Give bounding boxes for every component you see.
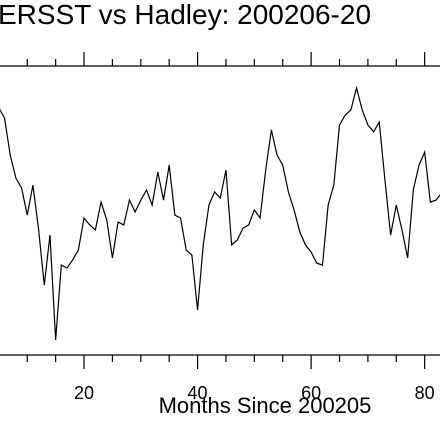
x-axis-label: Months Since 200205 [159, 393, 372, 418]
x-tick-label: 80 [415, 383, 435, 403]
x-tick-label: 20 [74, 383, 94, 403]
data-line [0, 85, 440, 341]
x-tick-label: 40 [188, 383, 208, 403]
x-tick-label: 60 [301, 383, 321, 403]
chart-title: ERSST vs Hadley: 200206-20 [0, 0, 371, 30]
